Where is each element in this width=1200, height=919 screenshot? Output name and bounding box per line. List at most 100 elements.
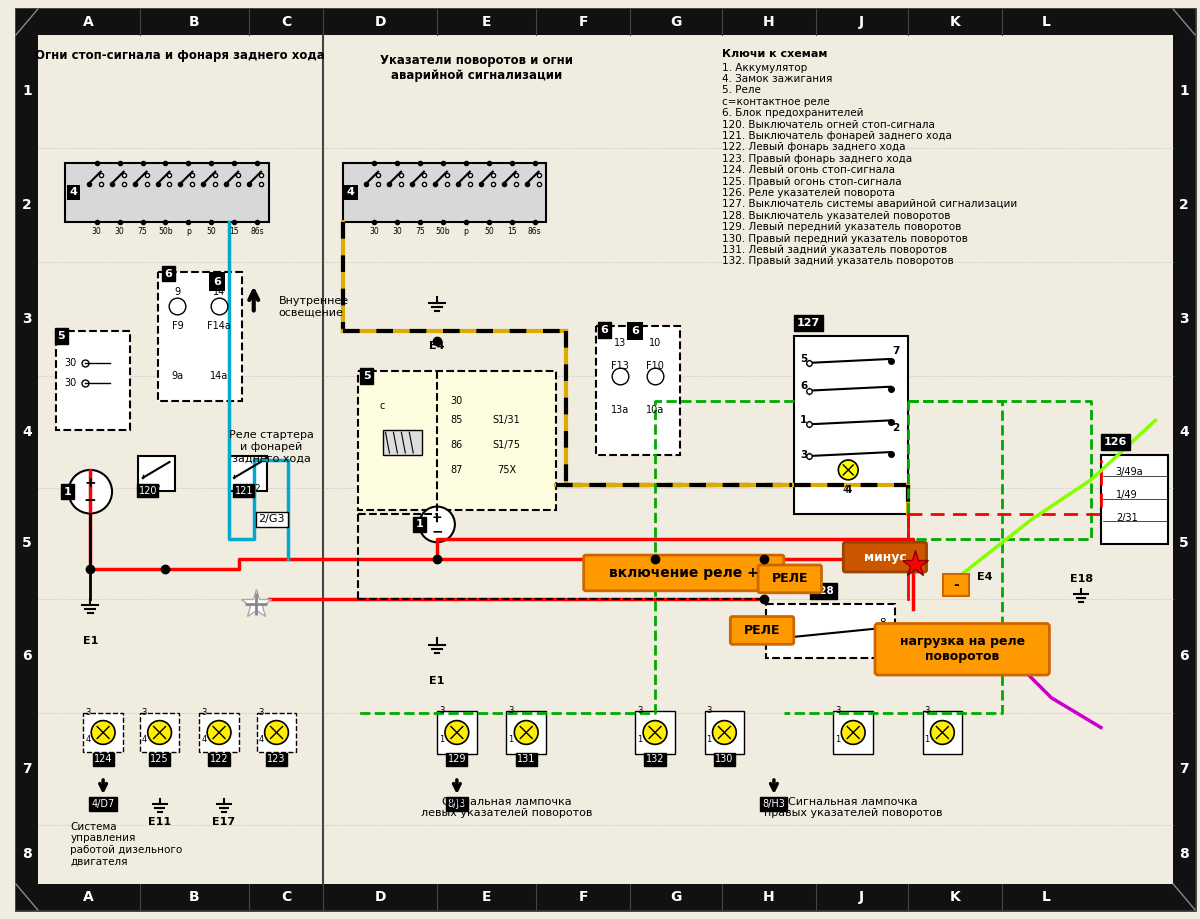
Text: 4: 4 [347,187,355,198]
Text: 122. Левый фонарь заднего хода: 122. Левый фонарь заднего хода [722,142,906,153]
Text: 123. Правый фонарь заднего хода: 123. Правый фонарь заднего хода [722,153,912,164]
Text: B: B [188,890,199,904]
Bar [157,272,242,401]
Text: 1/49: 1/49 [1116,490,1138,500]
Text: 1. Аккумулятор: 1. Аккумулятор [722,62,808,73]
Text: с=контактное реле: с=контактное реле [722,96,830,107]
Text: E17: E17 [212,817,235,827]
Text: 3: 3 [142,708,148,717]
Text: 120: 120 [138,485,157,495]
Text: 2: 2 [892,424,900,433]
Text: 14a: 14a [210,371,228,380]
Text: 120. Выключатель огней стоп-сигнала: 120. Выключатель огней стоп-сигнала [722,119,935,130]
Text: 75: 75 [415,227,425,236]
Text: 1: 1 [924,735,930,744]
Text: Огни стоп-сигнала и фонаря заднего хода: Огни стоп-сигнала и фонаря заднего хода [35,50,324,62]
Text: 6: 6 [600,325,608,335]
Text: 6: 6 [1180,649,1189,663]
Text: 10: 10 [649,338,661,348]
Text: F10: F10 [646,361,664,371]
Text: 15: 15 [506,227,516,236]
Circle shape [643,720,667,744]
Text: J: J [859,890,864,904]
Text: 1: 1 [707,735,712,744]
Bar [16,9,1195,35]
Text: 30: 30 [115,227,125,236]
Text: G: G [671,15,682,29]
FancyBboxPatch shape [943,574,970,596]
Text: 132: 132 [646,754,665,765]
Text: B: B [188,15,199,29]
Text: 128: 128 [812,585,834,596]
Text: 1: 1 [637,735,642,744]
Text: H: H [763,15,775,29]
Text: 1: 1 [800,415,808,425]
Text: 3: 3 [924,706,930,715]
Bar [16,884,1195,910]
Text: 124. Левый огонь стоп-сигнала: 124. Левый огонь стоп-сигнала [722,165,895,176]
Text: минус: минус [864,550,906,563]
Text: 2/G3: 2/G3 [258,515,284,525]
Bar [923,710,962,754]
FancyBboxPatch shape [844,542,926,572]
Text: 9: 9 [174,287,180,297]
Text: 8: 8 [1180,847,1189,861]
Text: E: E [482,890,491,904]
Text: 131. Левый задний указатель поворотов: 131. Левый задний указатель поворотов [722,245,948,255]
Text: 3: 3 [637,706,642,715]
Text: 3: 3 [835,706,841,715]
FancyBboxPatch shape [875,623,1049,675]
Bar [383,430,422,455]
Text: 7: 7 [22,762,31,776]
Text: 6: 6 [214,277,221,287]
Text: S1/31: S1/31 [492,415,521,425]
Text: E1: E1 [83,636,98,646]
Text: −: − [431,525,443,539]
Bar [358,371,556,509]
Bar [1174,35,1195,884]
Bar [343,163,546,222]
Text: 129: 129 [448,754,466,765]
Text: 8/J3: 8/J3 [448,799,466,809]
Text: 86s: 86s [528,227,541,236]
Text: 122: 122 [210,754,228,765]
Text: Внутреннее
освещение: Внутреннее освещение [278,296,349,317]
Text: 3: 3 [509,706,514,715]
Text: 8: 8 [22,847,31,861]
Text: 13: 13 [614,338,626,348]
Text: D: D [374,15,386,29]
Text: 4: 4 [842,484,848,494]
Text: 1: 1 [22,85,31,98]
Bar [229,456,266,491]
Bar [766,604,895,658]
Text: 7: 7 [1180,762,1189,776]
Text: 4: 4 [202,735,206,744]
Text: 5: 5 [362,370,371,380]
Text: +: + [432,511,443,524]
Text: 4/D7: 4/D7 [91,799,115,809]
Bar [66,163,269,222]
Text: Ключи к схемам: Ключи к схемам [722,49,828,59]
Text: K: K [949,15,960,29]
Text: L: L [1042,890,1051,904]
Text: 1: 1 [509,735,514,744]
Text: 3: 3 [259,708,264,717]
Text: 30: 30 [65,357,77,368]
Text: 50: 50 [484,227,493,236]
Text: 3: 3 [202,708,206,717]
Text: 124: 124 [94,754,113,765]
Circle shape [208,720,230,744]
Circle shape [91,720,115,744]
Text: E4: E4 [430,341,445,351]
Text: 3: 3 [439,706,444,715]
Bar [139,712,180,753]
Text: K: K [949,890,960,904]
Text: S1/75: S1/75 [492,440,521,450]
Text: 7: 7 [775,618,782,629]
Text: 1: 1 [835,735,841,744]
Text: E11: E11 [148,817,172,827]
Text: 13a: 13a [611,405,630,415]
Text: 1: 1 [439,735,444,744]
Text: A: A [83,15,94,29]
Text: РЕЛЕ: РЕЛЕ [744,624,780,637]
